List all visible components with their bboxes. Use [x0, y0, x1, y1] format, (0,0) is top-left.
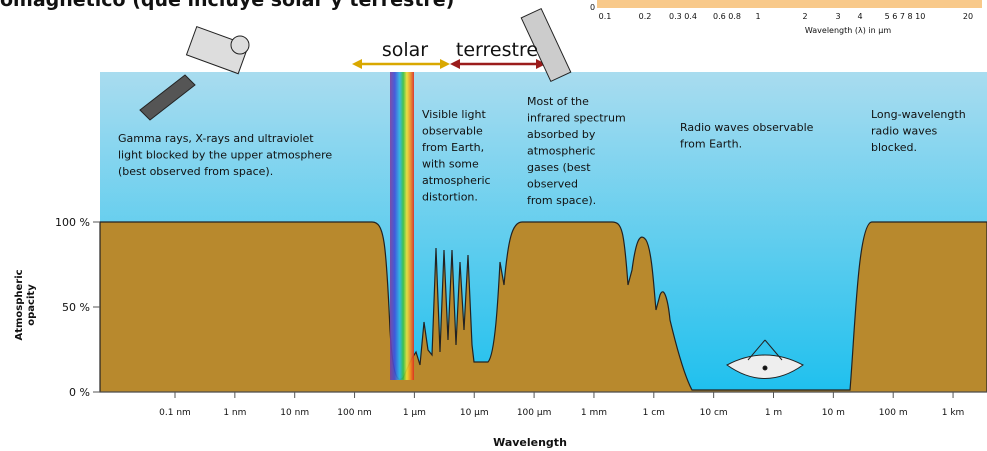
- arrow-head: [440, 59, 450, 69]
- inset-tick: 0.2: [639, 12, 652, 21]
- x-tick-label: 100 nm: [337, 408, 372, 418]
- y-tick-label: 0 %: [69, 386, 90, 399]
- telescope: [520, 7, 572, 83]
- annotation: Visible light observable from Earth, with s…: [422, 108, 491, 204]
- inset-tick: 0.3 0.4: [669, 12, 697, 21]
- satellite: [139, 26, 250, 121]
- annotation-line: blocked.: [871, 141, 917, 154]
- annotation-line: with some: [422, 158, 479, 171]
- annotation-line: observed: [527, 178, 578, 191]
- x-tick-label: 1 nm: [223, 408, 246, 418]
- arrow-head: [450, 59, 460, 69]
- annotation-line: from Earth,: [422, 141, 484, 154]
- x-tick-label: 100 μm: [517, 408, 552, 418]
- x-tick-label: 1 cm: [643, 408, 665, 418]
- annotation-line: Long-wavelength: [871, 108, 966, 121]
- annotation-line: light blocked by the upper atmosphere: [118, 149, 332, 162]
- radio-dish: [726, 339, 804, 379]
- inset-tick: 5 6 7 8 10: [885, 12, 926, 21]
- annotation: Radio waves observable from Earth.: [680, 121, 814, 151]
- inset-tick: 0.1: [599, 12, 612, 21]
- annotation-line: from space).: [527, 194, 596, 207]
- band-label: terrestre: [456, 39, 538, 61]
- x-tick-label: 10 nm: [280, 408, 309, 418]
- x-tick-label: 10 μm: [460, 408, 489, 418]
- inset-tick: 20: [963, 12, 973, 21]
- annotation-line: atmospheric: [422, 174, 491, 187]
- x-tick-label: 1 mm: [581, 408, 607, 418]
- x-tick-label: 10 cm: [700, 408, 728, 418]
- x-tick-label: 1 km: [942, 408, 965, 418]
- arrow-head: [536, 59, 546, 69]
- annotation: Long-wavelength radio waves blocked.: [871, 108, 966, 154]
- inset-axis-label: Wavelength (λ) in μm: [805, 26, 891, 35]
- x-axis-label: Wavelength: [493, 436, 567, 449]
- y-tick-label: 50 %: [62, 301, 90, 314]
- inset-tick: 0.6 0.8: [713, 12, 741, 21]
- inset-tick: 4: [857, 12, 862, 21]
- x-tick-label: 0.1 nm: [159, 408, 191, 418]
- annotation: Gamma rays, X-rays and ultraviolet light …: [118, 132, 332, 178]
- annotation-line: from Earth.: [680, 138, 742, 151]
- annotation-line: radio waves: [871, 125, 938, 138]
- y-axis-label-line: opacity: [26, 284, 37, 326]
- annotation-line: (best observed from space).: [118, 165, 273, 178]
- y-tick-label: 100 %: [55, 216, 90, 229]
- inset-fill: [597, 0, 982, 8]
- annotation-line: observable: [422, 125, 483, 138]
- x-tick-label: 1 m: [765, 408, 782, 418]
- x-tick-label: 10 m: [822, 408, 845, 418]
- annotation-line: Gamma rays, X-rays and ultraviolet: [118, 132, 314, 145]
- annotation: Most of the infrared spectrum absorbed by a…: [527, 95, 626, 207]
- annotation-line: Radio waves observable: [680, 121, 814, 134]
- title: omagnético (que incluye solar y terrestr…: [0, 0, 454, 11]
- annotation-line: absorbed by: [527, 128, 596, 141]
- inset-zero: 0: [590, 3, 595, 12]
- y-axis-label: Atmosphericopacity: [14, 269, 37, 340]
- x-tick-label: 100 m: [879, 408, 908, 418]
- annotation-line: gases (best: [527, 161, 591, 174]
- annotation-line: distortion.: [422, 191, 478, 204]
- inset-tick: 3: [835, 12, 840, 21]
- x-tick-label: 1 μm: [403, 408, 426, 418]
- annotation-line: Visible light: [422, 108, 486, 121]
- annotation-line: atmospheric: [527, 145, 596, 158]
- inset-tick: 1: [755, 12, 760, 21]
- annotation-line: Most of the: [527, 95, 589, 108]
- annotation-line: infrared spectrum: [527, 112, 626, 125]
- visible-band: [390, 72, 414, 380]
- y-axis-label-line: Atmospheric: [14, 269, 25, 340]
- band-label: solar: [382, 39, 428, 61]
- arrow-head: [352, 59, 362, 69]
- inset-tick: 2: [802, 12, 807, 21]
